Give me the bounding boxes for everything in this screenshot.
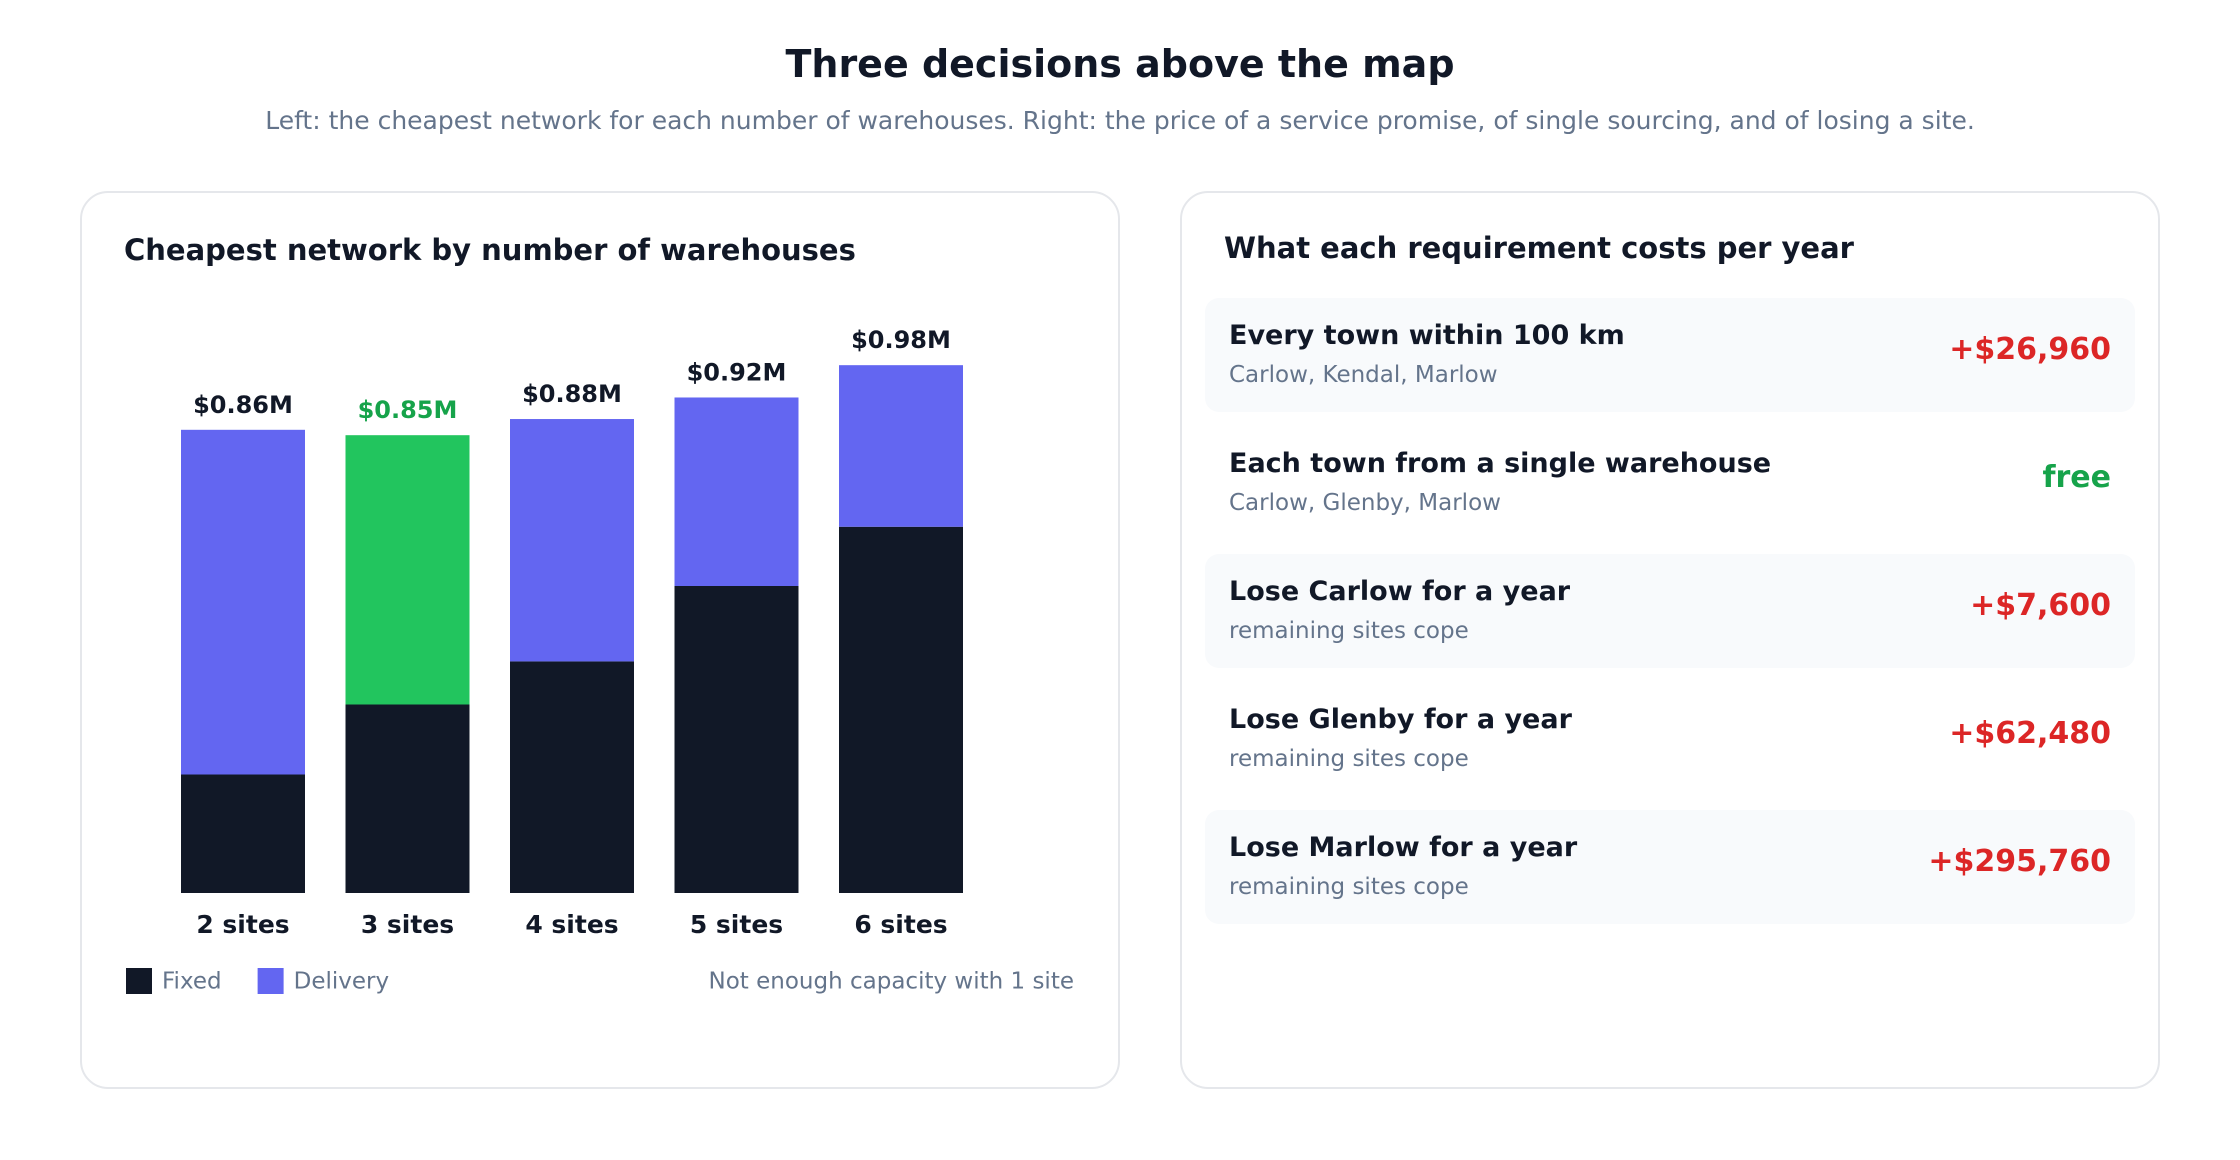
requirement-row: Lose Carlow for a year remaining sites co…: [1205, 554, 2135, 668]
x-tick-label: 3 sites: [361, 910, 454, 939]
bar-segment: [839, 365, 963, 527]
bar-segment: [181, 429, 305, 775]
chart-title: Cheapest network by number of warehouses: [124, 233, 856, 267]
requirement-detail: Carlow, Kendal, Marlow: [1229, 362, 1498, 388]
requirement-cost: +$26,960: [1949, 332, 2111, 367]
chart: Cheapest network by number of warehouses…: [124, 233, 1074, 995]
requirement-cost: +$7,600: [1970, 588, 2111, 623]
requirement-detail: remaining sites cope: [1229, 618, 1469, 644]
chart-card: Cheapest network by number of warehouses…: [80, 191, 1120, 1089]
bar-segment: [674, 397, 799, 586]
total-label: $0.85M: [358, 396, 458, 424]
requirement-detail: remaining sites cope: [1229, 746, 1469, 772]
x-tick-label: 2 sites: [196, 910, 289, 939]
requirement-row: Lose Marlow for a year remaining sites co…: [1205, 810, 2135, 924]
requirement-cost: free: [2042, 460, 2111, 495]
legend-label: Delivery: [294, 969, 389, 995]
page-subtitle: Left: the cheapest network for each numb…: [265, 106, 1975, 135]
bar-segment: [345, 704, 470, 893]
bar-segment: [674, 585, 799, 893]
total-label: $0.86M: [193, 391, 293, 419]
total-label: $0.88M: [522, 380, 622, 408]
x-tick-label: 5 sites: [690, 910, 783, 939]
requirement-cost: +$295,760: [1928, 844, 2111, 879]
requirement-title: Lose Glenby for a year: [1229, 704, 1572, 735]
requirement-detail: remaining sites cope: [1229, 874, 1469, 900]
x-tick-label: 6 sites: [854, 910, 947, 939]
requirement-title: Every town within 100 km: [1229, 320, 1625, 351]
x-tick-label: 4 sites: [525, 910, 618, 939]
requirement-row: Lose Glenby for a year remaining sites co…: [1205, 682, 2135, 796]
total-label: $0.98M: [851, 326, 951, 354]
bar-segment: [510, 419, 634, 662]
requirement-title: Each town from a single warehouse: [1229, 448, 1772, 479]
page-title: Three decisions above the map: [785, 42, 1455, 86]
bar-segment: [839, 526, 963, 893]
legend-swatch: [257, 968, 284, 994]
requirement-row: Each town from a single warehouse Carlow,…: [1205, 426, 2135, 540]
requirement-title: Lose Carlow for a year: [1229, 576, 1571, 607]
requirements-title: What each requirement costs per year: [1224, 231, 1854, 265]
legend-swatch: [126, 968, 152, 994]
total-label: $0.92M: [687, 358, 787, 386]
requirement-cost: +$62,480: [1949, 716, 2111, 751]
legend-label: Fixed: [162, 969, 222, 995]
requirements-list: Every town within 100 km Carlow, Kendal, …: [1205, 298, 2135, 938]
bar-segment: [510, 661, 634, 893]
requirements-card: What each requirement costs per year Eve…: [1180, 191, 2160, 1089]
bar-segment: [181, 774, 305, 893]
requirement-detail: Carlow, Glenby, Marlow: [1229, 490, 1501, 516]
chart-annotation: Not enough capacity with 1 site: [709, 969, 1074, 995]
bar-segment: [345, 435, 470, 705]
requirement-title: Lose Marlow for a year: [1229, 832, 1578, 863]
requirement-row: Every town within 100 km Carlow, Kendal, …: [1205, 298, 2135, 412]
